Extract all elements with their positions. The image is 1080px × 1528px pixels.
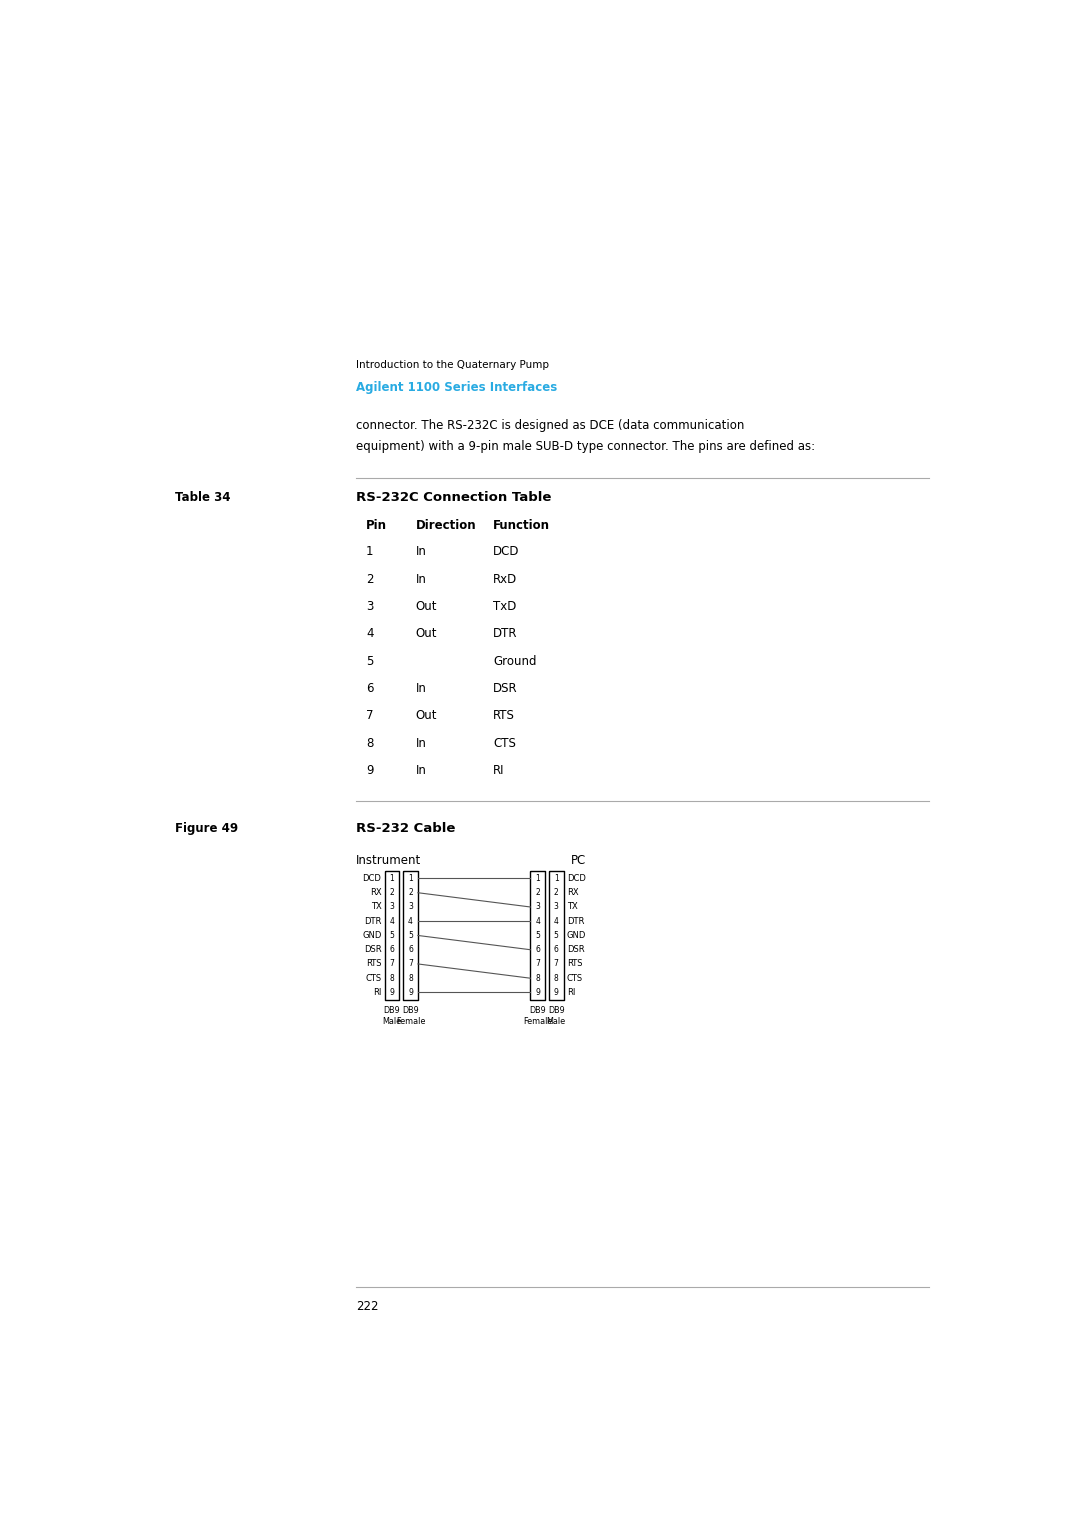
Text: 1: 1	[408, 874, 413, 883]
Text: Table 34: Table 34	[175, 492, 231, 504]
Text: Direction: Direction	[416, 520, 476, 532]
Text: 8: 8	[554, 973, 558, 983]
Text: DB9
Female: DB9 Female	[396, 1005, 426, 1025]
Text: TX: TX	[370, 903, 381, 912]
Text: 1: 1	[554, 874, 558, 883]
Text: 6: 6	[554, 946, 558, 953]
Text: Agilent 1100 Series Interfaces: Agilent 1100 Series Interfaces	[356, 380, 557, 394]
Text: 3: 3	[554, 903, 558, 912]
Text: 3: 3	[366, 601, 374, 613]
Text: TxD: TxD	[494, 601, 516, 613]
Text: 7: 7	[390, 960, 394, 969]
Text: 6: 6	[390, 946, 394, 953]
Text: RI: RI	[373, 989, 381, 996]
Text: 2: 2	[554, 888, 558, 897]
Text: 8: 8	[408, 973, 413, 983]
Text: 3: 3	[390, 903, 394, 912]
Text: 4: 4	[366, 628, 374, 640]
Text: equipment) with a 9-pin male SUB-D type connector. The pins are defined as:: equipment) with a 9-pin male SUB-D type …	[356, 440, 815, 452]
Text: CTS: CTS	[567, 973, 583, 983]
Text: In: In	[416, 764, 427, 776]
Text: 6: 6	[536, 946, 540, 953]
Text: GND: GND	[362, 931, 381, 940]
Text: Out: Out	[416, 601, 437, 613]
Text: In: In	[416, 573, 427, 585]
Text: 5: 5	[390, 931, 394, 940]
Text: Out: Out	[416, 709, 437, 723]
Text: DSR: DSR	[364, 946, 381, 953]
Text: Out: Out	[416, 628, 437, 640]
Text: PC: PC	[570, 854, 585, 868]
Text: Instrument: Instrument	[356, 854, 421, 868]
Text: 222: 222	[356, 1300, 378, 1313]
Text: 9: 9	[390, 989, 394, 996]
Text: DTR: DTR	[567, 917, 584, 926]
Text: 5: 5	[366, 654, 374, 668]
Text: DCD: DCD	[363, 874, 381, 883]
Text: 1: 1	[366, 545, 374, 558]
Text: RTS: RTS	[567, 960, 582, 969]
Text: 2: 2	[366, 573, 374, 585]
Text: 2: 2	[408, 888, 413, 897]
Text: DSR: DSR	[494, 681, 517, 695]
Text: Figure 49: Figure 49	[175, 822, 239, 836]
Text: 6: 6	[408, 946, 413, 953]
Text: 5: 5	[554, 931, 558, 940]
Text: 4: 4	[536, 917, 540, 926]
Text: CTS: CTS	[365, 973, 381, 983]
Text: RS-232C Connection Table: RS-232C Connection Table	[356, 492, 551, 504]
Text: 4: 4	[390, 917, 394, 926]
Text: Function: Function	[494, 520, 550, 532]
Text: 7: 7	[554, 960, 558, 969]
Text: CTS: CTS	[494, 736, 516, 750]
Text: 3: 3	[536, 903, 540, 912]
Text: Ground: Ground	[494, 654, 537, 668]
Text: 3: 3	[408, 903, 413, 912]
Text: 9: 9	[366, 764, 374, 776]
Text: Pin: Pin	[366, 520, 387, 532]
Text: RX: RX	[567, 888, 578, 897]
Text: RTS: RTS	[494, 709, 515, 723]
Text: TX: TX	[567, 903, 578, 912]
Text: RX: RX	[369, 888, 381, 897]
Text: DB9
Male: DB9 Male	[546, 1005, 566, 1025]
Text: 9: 9	[408, 989, 413, 996]
Text: RS-232 Cable: RS-232 Cable	[356, 822, 456, 836]
Text: In: In	[416, 736, 427, 750]
Text: connector. The RS-232C is designed as DCE (data communication: connector. The RS-232C is designed as DC…	[356, 419, 744, 432]
Text: DB9
Male: DB9 Male	[382, 1005, 402, 1025]
Text: 8: 8	[366, 736, 374, 750]
Text: In: In	[416, 681, 427, 695]
Text: RI: RI	[567, 989, 575, 996]
Text: 1: 1	[390, 874, 394, 883]
Text: RTS: RTS	[366, 960, 381, 969]
Text: DB9
Female: DB9 Female	[523, 1005, 552, 1025]
Text: 7: 7	[408, 960, 413, 969]
Text: 9: 9	[536, 989, 540, 996]
Text: Introduction to the Quaternary Pump: Introduction to the Quaternary Pump	[356, 361, 549, 370]
Text: RxD: RxD	[494, 573, 517, 585]
Text: GND: GND	[567, 931, 586, 940]
Text: 7: 7	[536, 960, 540, 969]
Text: 2: 2	[390, 888, 394, 897]
Text: 9: 9	[554, 989, 558, 996]
Text: 5: 5	[536, 931, 540, 940]
Text: 5: 5	[408, 931, 413, 940]
Text: 8: 8	[536, 973, 540, 983]
Text: 4: 4	[554, 917, 558, 926]
Text: DSR: DSR	[567, 946, 584, 953]
Text: 1: 1	[536, 874, 540, 883]
Text: In: In	[416, 545, 427, 558]
Text: DCD: DCD	[494, 545, 519, 558]
Text: 4: 4	[408, 917, 413, 926]
Text: 8: 8	[390, 973, 394, 983]
Text: DTR: DTR	[364, 917, 381, 926]
Text: DCD: DCD	[567, 874, 585, 883]
Text: 7: 7	[366, 709, 374, 723]
Text: 2: 2	[536, 888, 540, 897]
Text: RI: RI	[494, 764, 504, 776]
Text: DTR: DTR	[494, 628, 517, 640]
Text: 6: 6	[366, 681, 374, 695]
